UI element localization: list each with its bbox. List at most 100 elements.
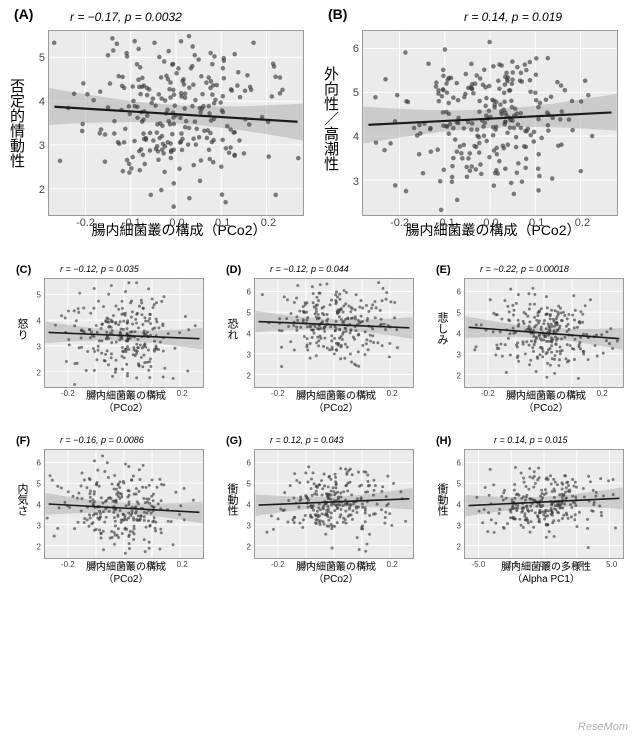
- xtick-label: -0.2: [390, 215, 409, 229]
- ytick-label: 5: [39, 52, 49, 64]
- xtick-label: 0.2: [177, 558, 188, 569]
- stat-a: r = −0.17, p = 0.0032: [70, 10, 182, 24]
- xtick-label: 2.5: [573, 558, 584, 569]
- xtick-label: 0.0: [169, 215, 184, 229]
- ylabel-e: 悲しみ: [434, 312, 450, 345]
- xtick-label: -0.2: [76, 215, 95, 229]
- ytick-label: 4: [39, 96, 49, 108]
- ylabel-c: 怒り: [14, 318, 30, 340]
- ytick-label: 2: [247, 543, 255, 552]
- xtick-label: -0.1: [90, 387, 104, 398]
- xtick-label: -2.5: [505, 558, 519, 569]
- ytick-label: 6: [457, 458, 465, 467]
- xlabel-h-2: （Alpha PC1）: [512, 574, 580, 585]
- xlabel-c-2: （PCo2）: [103, 403, 148, 414]
- ytick-label: 2: [37, 543, 45, 552]
- ytick-label: 3: [39, 140, 49, 152]
- xtick-label: -0.2: [481, 387, 495, 398]
- xtick-label: 0.2: [387, 558, 398, 569]
- plot-a: 2345-0.2-0.10.00.10.2: [48, 30, 304, 216]
- ytick-label: 3: [353, 176, 363, 188]
- ytick-label: 4: [37, 316, 45, 325]
- panel-label-b: (B): [328, 6, 347, 22]
- ytick-label: 4: [353, 131, 363, 143]
- xtick-label: 0.2: [387, 387, 398, 398]
- stat-h: r = 0.14, p = 0.015: [494, 435, 568, 445]
- ytick-label: 5: [37, 290, 45, 299]
- watermark: ReseMom: [578, 721, 628, 733]
- xtick-label: 0.2: [575, 215, 590, 229]
- ytick-label: 3: [457, 351, 465, 360]
- ytick-label: 5: [247, 479, 255, 488]
- xtick-label: 0.0: [119, 558, 130, 569]
- plot-c: 2345-0.2-0.10.00.10.2: [44, 278, 204, 388]
- ytick-label: 3: [247, 351, 255, 360]
- xtick-label: -0.2: [271, 387, 285, 398]
- xtick-label: 0.2: [177, 387, 188, 398]
- bottom-grid: (C) r = −0.12, p = 0.035 怒り 2345-0.2-0.1…: [14, 268, 630, 586]
- xtick-label: 0.1: [568, 387, 579, 398]
- ytick-label: 2: [247, 372, 255, 381]
- ytick-label: 6: [37, 458, 45, 467]
- plot-g: 23456-0.2-0.10.00.10.2: [254, 449, 414, 559]
- xtick-label: 0.1: [529, 215, 544, 229]
- xtick-label: 0.0: [329, 558, 340, 569]
- xlabel-d-2: （PCo2）: [313, 403, 358, 414]
- xtick-label: -5.0: [471, 558, 485, 569]
- ytick-label: 6: [353, 43, 363, 55]
- ytick-label: 2: [39, 184, 49, 196]
- panel-label-f: (F): [16, 435, 30, 447]
- xtick-label: 0.1: [358, 558, 369, 569]
- xtick-label: -0.1: [300, 387, 314, 398]
- ytick-label: 6: [247, 458, 255, 467]
- ytick-label: 4: [247, 330, 255, 339]
- xlabel-g-2: （PCo2）: [313, 574, 358, 585]
- panel-label-c: (C): [16, 264, 31, 276]
- plot-d: 23456-0.2-0.10.00.10.2: [254, 278, 414, 388]
- xtick-label: -0.1: [436, 215, 455, 229]
- xtick-label: 0.1: [215, 215, 230, 229]
- ytick-label: 4: [247, 501, 255, 510]
- stat-b: r = 0.14, p = 0.019: [464, 10, 562, 24]
- xlabel-e-2: （PCo2）: [523, 403, 568, 414]
- plot-f: 23456-0.2-0.10.00.10.2: [44, 449, 204, 559]
- xtick-label: 0.0: [483, 215, 498, 229]
- xtick-label: -0.2: [61, 558, 75, 569]
- xtick-label: -0.2: [61, 387, 75, 398]
- panel-g: (G) r = 0.12, p = 0.043 衝動性 23456-0.2-0.…: [224, 439, 418, 586]
- panel-label-g: (G): [226, 435, 242, 447]
- stat-c: r = −0.12, p = 0.035: [60, 264, 139, 274]
- ytick-label: 5: [353, 87, 363, 99]
- panel-label-d: (D): [226, 264, 241, 276]
- panel-c: (C) r = −0.12, p = 0.035 怒り 2345-0.2-0.1…: [14, 268, 208, 415]
- ylabel-f: 内気さ: [14, 483, 30, 516]
- ytick-label: 3: [37, 522, 45, 531]
- xtick-label: 0.0: [539, 558, 550, 569]
- xtick-label: 0.0: [119, 387, 130, 398]
- ytick-label: 5: [37, 479, 45, 488]
- stat-f: r = −0.16, p = 0.0086: [60, 435, 144, 445]
- ytick-label: 2: [457, 372, 465, 381]
- ytick-label: 4: [457, 501, 465, 510]
- plot-b: 3456-0.2-0.10.00.10.2: [362, 30, 618, 216]
- ytick-label: 3: [37, 343, 45, 352]
- ytick-label: 6: [457, 287, 465, 296]
- panel-e: (E) r = −0.22, p = 0.00018 悲しみ 23456-0.2…: [434, 268, 628, 415]
- stat-d: r = −0.12, p = 0.044: [270, 264, 349, 274]
- ylabel-d: 恐れ: [224, 318, 240, 340]
- ytick-label: 5: [247, 308, 255, 317]
- ytick-label: 4: [457, 330, 465, 339]
- xtick-label: 0.0: [539, 387, 550, 398]
- xtick-label: -0.1: [300, 558, 314, 569]
- ytick-label: 3: [247, 522, 255, 531]
- xtick-label: 0.1: [148, 387, 159, 398]
- plot-e: 23456-0.2-0.10.00.10.2: [464, 278, 624, 388]
- ytick-label: 5: [457, 479, 465, 488]
- xtick-label: 0.2: [597, 387, 608, 398]
- ytick-label: 4: [37, 501, 45, 510]
- panel-a: (A) r = −0.17, p = 0.0032 否定的情動性 2345-0.…: [10, 8, 310, 240]
- ytick-label: 5: [457, 308, 465, 317]
- ylabel-b: 外向性／高潮性: [320, 66, 341, 171]
- ylabel-a: 否定的情動性: [6, 78, 27, 168]
- xtick-label: -0.2: [271, 558, 285, 569]
